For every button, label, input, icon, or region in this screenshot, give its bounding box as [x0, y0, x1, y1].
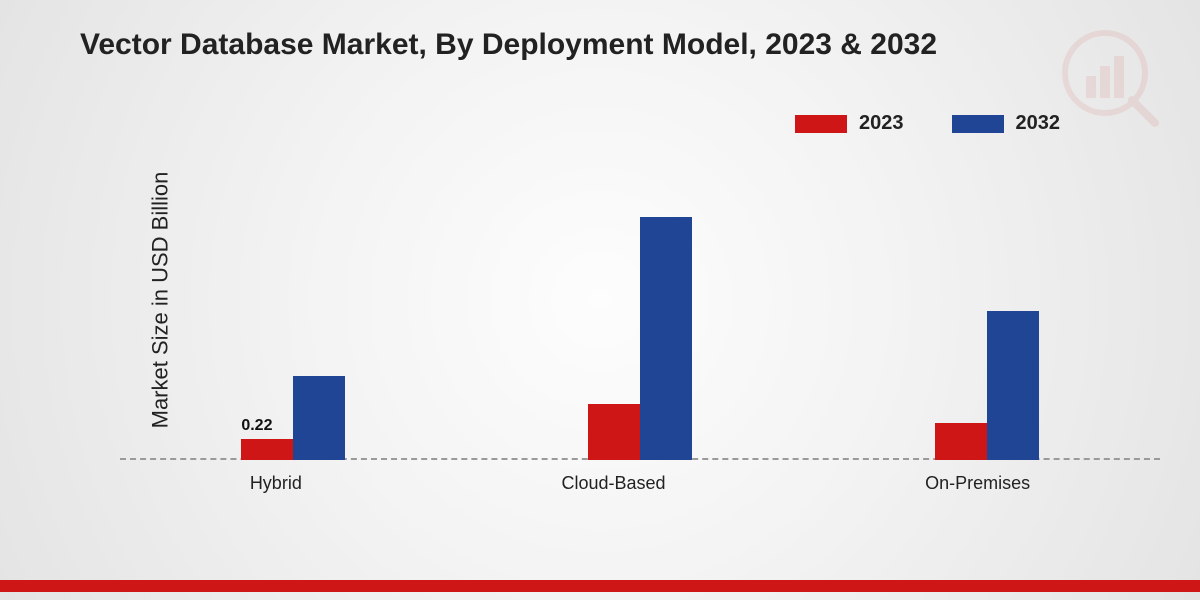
legend-item-2023: 2023 — [795, 112, 904, 135]
category-labels: Hybrid Cloud-Based On-Premises — [120, 473, 1160, 494]
footer-accent-bar — [0, 580, 1200, 592]
bar-groups: 0.22 — [120, 180, 1160, 460]
legend-label: 2023 — [859, 112, 904, 135]
bar-hybrid-2032 — [293, 376, 345, 460]
bar-cloud-2023 — [588, 404, 640, 460]
bar-hybrid-2023 — [241, 439, 293, 460]
category-label: Cloud-Based — [561, 473, 665, 494]
analytics-logo-icon — [1060, 28, 1160, 133]
bar-group-hybrid: 0.22 — [241, 376, 345, 460]
legend-swatch-2032 — [952, 115, 1004, 133]
legend-swatch-2023 — [795, 115, 847, 133]
legend-item-2032: 2032 — [952, 112, 1061, 135]
bar-onprem-2023 — [935, 423, 987, 460]
legend-label: 2032 — [1016, 112, 1061, 135]
bar-group-onprem — [935, 311, 1039, 460]
bar-onprem-2032 — [987, 311, 1039, 460]
category-label: On-Premises — [925, 473, 1030, 494]
category-label: Hybrid — [250, 473, 302, 494]
bar-value-label: 0.22 — [241, 417, 272, 435]
legend: 2023 2032 — [795, 112, 1060, 135]
bar-group-cloud — [588, 217, 692, 460]
chart-canvas: Vector Database Market, By Deployment Mo… — [0, 0, 1200, 600]
plot-area: 0.22 Hybrid Cloud-Based On-Premises — [120, 180, 1160, 510]
chart-title: Vector Database Market, By Deployment Mo… — [80, 28, 937, 62]
bar-cloud-2032 — [640, 217, 692, 460]
